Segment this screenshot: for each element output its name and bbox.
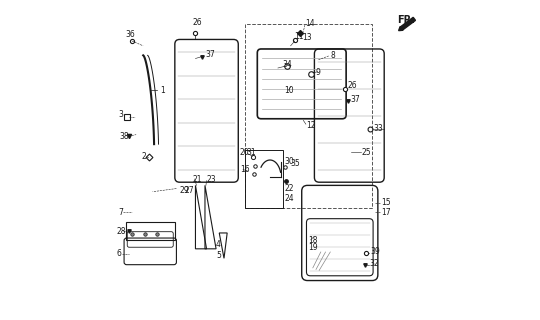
Text: 13: 13: [302, 33, 312, 42]
Text: 12: 12: [307, 121, 316, 130]
Text: 20: 20: [240, 148, 249, 156]
Text: 31: 31: [246, 148, 256, 156]
Text: 10: 10: [284, 86, 294, 95]
Text: 34: 34: [282, 60, 292, 69]
Text: 14: 14: [305, 19, 314, 28]
Text: 27: 27: [184, 186, 194, 195]
Text: 39: 39: [370, 247, 380, 256]
Text: 8: 8: [330, 51, 335, 60]
Bar: [126, 222, 175, 240]
Text: 25: 25: [362, 148, 372, 156]
Bar: [245, 24, 372, 208]
Text: 9: 9: [316, 68, 321, 77]
Text: 3: 3: [118, 110, 123, 119]
Bar: [245, 150, 282, 208]
Text: 5: 5: [216, 251, 221, 260]
Text: 36: 36: [126, 30, 136, 39]
Text: 24: 24: [284, 194, 294, 203]
Text: 26: 26: [348, 81, 357, 90]
Text: 2: 2: [141, 152, 146, 161]
Text: 30: 30: [284, 157, 294, 166]
Text: 7: 7: [119, 208, 124, 217]
Text: 32: 32: [369, 259, 379, 268]
Text: FR.: FR.: [397, 15, 415, 25]
Text: 6: 6: [116, 249, 121, 258]
Text: 33: 33: [373, 124, 383, 133]
Text: 23: 23: [207, 174, 216, 184]
Text: 16: 16: [240, 165, 249, 174]
Text: 26: 26: [192, 18, 202, 27]
Text: 37: 37: [205, 50, 215, 59]
Text: 37: 37: [351, 95, 361, 104]
Text: 1: 1: [160, 86, 165, 95]
Text: 15: 15: [382, 198, 392, 207]
Text: 28: 28: [116, 227, 126, 236]
Text: 11: 11: [294, 32, 303, 41]
Text: 29: 29: [180, 186, 189, 195]
Text: 19: 19: [308, 243, 318, 252]
Text: 4: 4: [216, 240, 221, 249]
Text: 17: 17: [382, 208, 392, 217]
Text: 21: 21: [192, 174, 202, 184]
Text: 18: 18: [308, 236, 318, 245]
FancyArrow shape: [399, 17, 415, 31]
Text: 38: 38: [119, 132, 129, 141]
Text: 22: 22: [284, 184, 294, 193]
Text: 35: 35: [291, 159, 300, 168]
